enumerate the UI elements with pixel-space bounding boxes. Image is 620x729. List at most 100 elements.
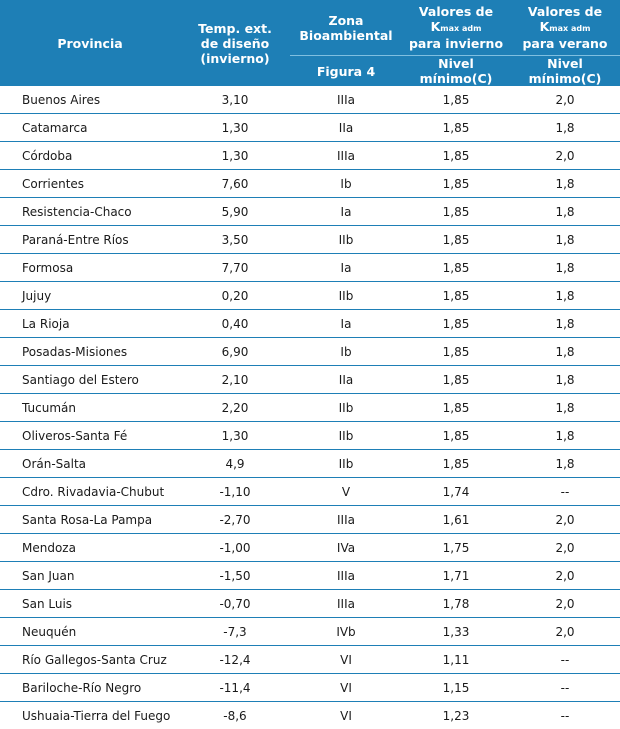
cell-provincia: Jujuy (0, 282, 180, 310)
cell-zona: V (290, 478, 402, 506)
cell-temp: 4,9 (180, 450, 290, 478)
cell-zona: Ia (290, 198, 402, 226)
cell-kmax-verano: 1,8 (510, 114, 620, 142)
cell-kmax-verano: 2,0 (510, 618, 620, 646)
cell-kmax-invierno: 1,71 (402, 562, 510, 590)
cell-kmax-invierno: 1,33 (402, 618, 510, 646)
cell-kmax-verano: 2,0 (510, 142, 620, 170)
cell-temp: 7,70 (180, 254, 290, 282)
cell-temp: 2,10 (180, 366, 290, 394)
cell-zona: IIIa (290, 86, 402, 114)
cell-zona: VI (290, 674, 402, 702)
cell-provincia: Córdoba (0, 142, 180, 170)
cell-zona: Ib (290, 170, 402, 198)
cell-temp: 0,20 (180, 282, 290, 310)
cell-kmax-invierno: 1,85 (402, 254, 510, 282)
header-ver-k: K (540, 19, 550, 34)
cell-kmax-invierno: 1,85 (402, 366, 510, 394)
cell-provincia: Santiago del Estero (0, 366, 180, 394)
header-temp-line2: de diseño (201, 36, 269, 51)
cell-kmax-invierno: 1,85 (402, 170, 510, 198)
cell-temp: 0,40 (180, 310, 290, 338)
cell-kmax-invierno: 1,74 (402, 478, 510, 506)
cell-zona: VI (290, 646, 402, 674)
cell-kmax-invierno: 1,85 (402, 142, 510, 170)
header-provincia: Provincia (0, 0, 180, 86)
cell-provincia: San Luis (0, 590, 180, 618)
cell-kmax-invierno: 1,85 (402, 422, 510, 450)
cell-zona: VI (290, 702, 402, 729)
cell-kmax-invierno: 1,11 (402, 646, 510, 674)
cell-provincia: Resistencia-Chaco (0, 198, 180, 226)
cell-temp: 1,30 (180, 422, 290, 450)
cell-zona: IVb (290, 618, 402, 646)
cell-temp: 1,30 (180, 142, 290, 170)
cell-kmax-verano: -- (510, 478, 620, 506)
cell-provincia: Formosa (0, 254, 180, 282)
cell-provincia: Santa Rosa-La Pampa (0, 506, 180, 534)
cell-kmax-verano: -- (510, 646, 620, 674)
cell-kmax-invierno: 1,85 (402, 394, 510, 422)
cell-zona: Ib (290, 338, 402, 366)
cell-temp: 3,10 (180, 86, 290, 114)
cell-temp: -12,4 (180, 646, 290, 674)
cell-kmax-verano: 1,8 (510, 170, 620, 198)
cell-temp: -2,70 (180, 506, 290, 534)
cell-zona: IIIa (290, 590, 402, 618)
header-temp-line3: (invierno) (200, 51, 269, 66)
cell-kmax-invierno: 1,61 (402, 506, 510, 534)
cell-zona: IIIa (290, 142, 402, 170)
cell-kmax-verano: 1,8 (510, 310, 620, 338)
cell-temp: 3,50 (180, 226, 290, 254)
cell-kmax-verano: -- (510, 702, 620, 729)
header-zona-line2: Bioambiental (299, 28, 392, 43)
header-inv-line1: Valores de (419, 4, 493, 19)
cell-provincia: Neuquén (0, 618, 180, 646)
cell-kmax-verano: 2,0 (510, 534, 620, 562)
cell-kmax-verano: 1,8 (510, 366, 620, 394)
cell-kmax-invierno: 1,85 (402, 198, 510, 226)
cell-provincia: Ushuaia-Tierra del Fuego (0, 702, 180, 729)
cell-provincia: Paraná-Entre Ríos (0, 226, 180, 254)
cell-kmax-invierno: 1,85 (402, 114, 510, 142)
cell-temp: -8,6 (180, 702, 290, 729)
cell-temp: 6,90 (180, 338, 290, 366)
cell-provincia: Buenos Aires (0, 86, 180, 114)
cell-provincia: Bariloche-Río Negro (0, 674, 180, 702)
cell-temp: -11,4 (180, 674, 290, 702)
cell-kmax-invierno: 1,85 (402, 338, 510, 366)
cell-zona: IIb (290, 422, 402, 450)
header-ver-sub: max adm (549, 24, 590, 33)
header-temp: Temp. ext. de diseño (invierno) (180, 0, 290, 86)
cell-kmax-invierno: 1,23 (402, 702, 510, 729)
table-header: Provincia Temp. ext. de diseño (invierno… (0, 0, 620, 86)
cell-provincia: Río Gallegos-Santa Cruz (0, 646, 180, 674)
header-zona-line1: Zona (329, 13, 364, 28)
cell-zona: IIb (290, 226, 402, 254)
cell-provincia: Mendoza (0, 534, 180, 562)
cell-kmax-invierno: 1,85 (402, 226, 510, 254)
header-kmax-verano: Valores de Kmax adm para verano (510, 0, 620, 56)
cell-provincia: San Juan (0, 562, 180, 590)
header-nivel-invierno: Nivel mínimo(C) (402, 56, 510, 87)
header-inv-k: K (431, 19, 441, 34)
cell-kmax-invierno: 1,78 (402, 590, 510, 618)
header-nivel-verano: Nivel mínimo(C) (510, 56, 620, 87)
